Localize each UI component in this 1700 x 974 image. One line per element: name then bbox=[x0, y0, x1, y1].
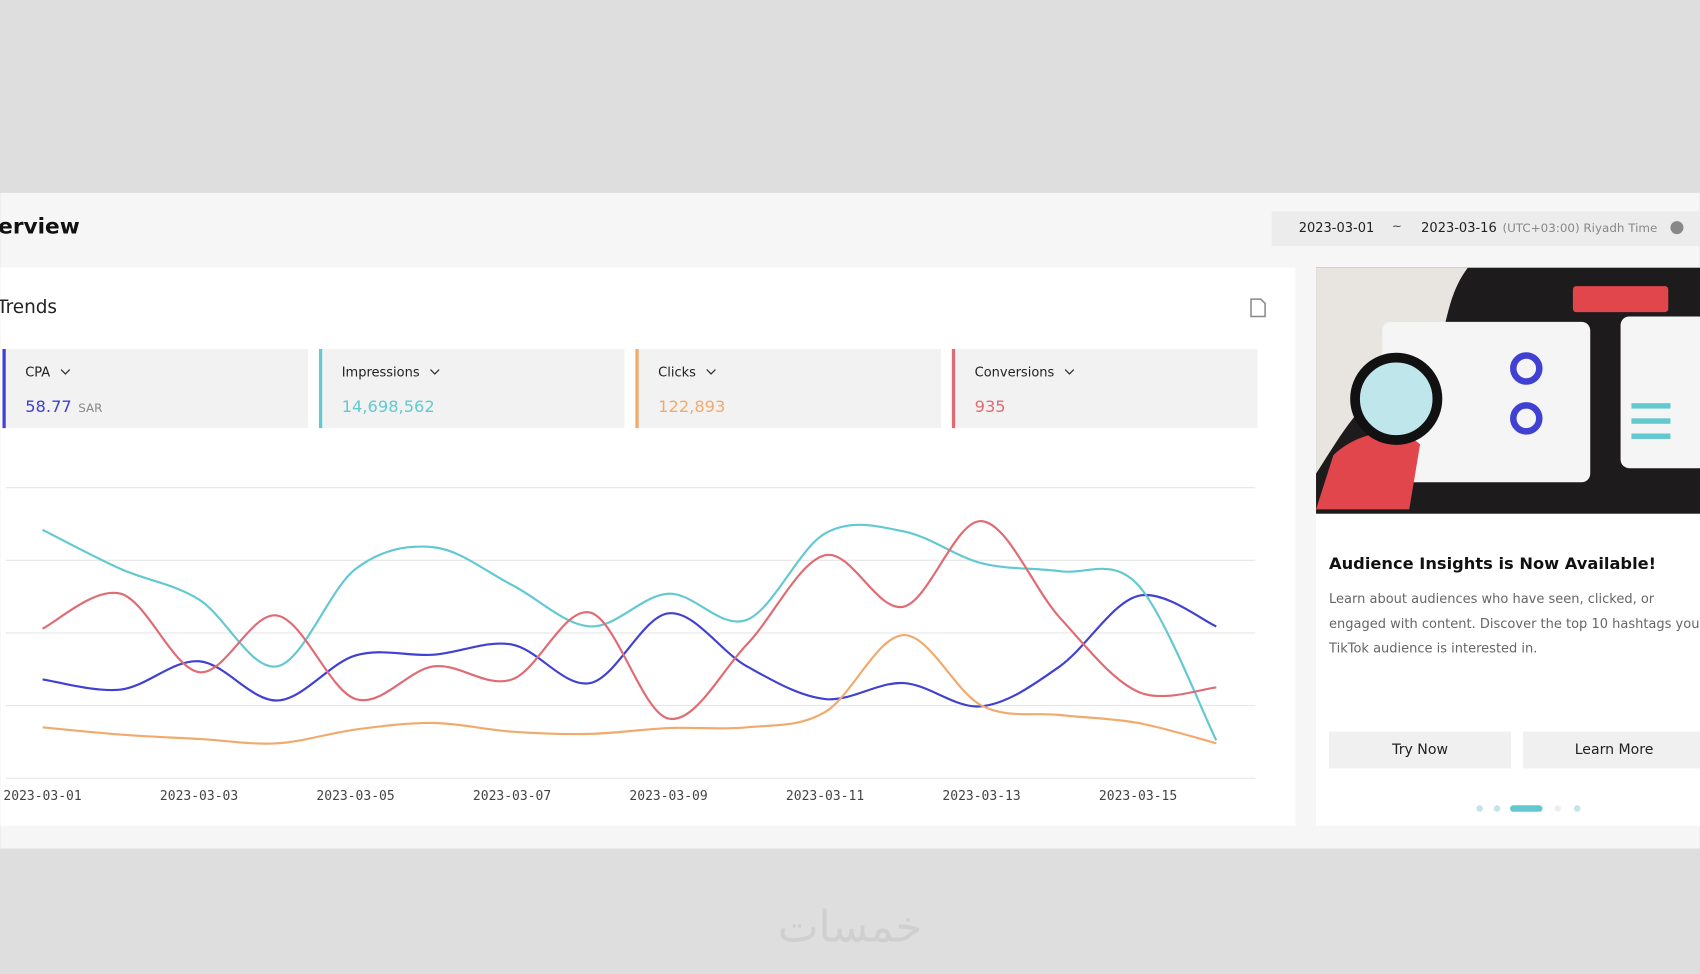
illustration-screen bbox=[1620, 316, 1700, 469]
button-label: Learn More bbox=[1575, 742, 1654, 758]
promo-body: Learn about audiences who have seen, cli… bbox=[1329, 592, 1655, 607]
x-tick-label: 2023-03-13 bbox=[942, 789, 1020, 804]
date-separator: ~ bbox=[1392, 219, 1402, 233]
illustration-tag bbox=[1572, 286, 1669, 313]
dropdown-icon bbox=[1064, 369, 1075, 375]
promo-body: TikTok audience is interested in. bbox=[1328, 642, 1537, 657]
metric-card[interactable] bbox=[951, 348, 1258, 429]
metric-name: Clicks bbox=[658, 365, 696, 380]
metric-card[interactable] bbox=[2, 348, 309, 429]
series-line bbox=[42, 593, 1217, 708]
dropdown-icon bbox=[706, 369, 716, 375]
date-start: 2023-03-01 bbox=[1299, 221, 1375, 236]
metric-card-accent bbox=[951, 348, 956, 429]
help-icon[interactable] bbox=[1670, 221, 1684, 235]
dropdown-icon bbox=[430, 369, 440, 375]
metric-value: 122,893 bbox=[658, 397, 725, 416]
promo-title: Audience Insights is Now Available! bbox=[1329, 554, 1656, 573]
date-end: 2023-03-16 bbox=[1421, 221, 1497, 236]
watermark: خمسات bbox=[778, 902, 923, 952]
date-picker[interactable] bbox=[1271, 211, 1700, 247]
timezone: (UTC+03:00) Riyadh Time bbox=[1502, 221, 1657, 235]
metric-name: CPA bbox=[25, 365, 50, 380]
x-tick-label: 2023-03-11 bbox=[786, 789, 864, 804]
metric-card-accent bbox=[635, 348, 639, 429]
x-tick-label: 2023-03-05 bbox=[316, 789, 394, 804]
illustration-donut bbox=[1510, 402, 1543, 435]
illustration-donut bbox=[1510, 352, 1543, 385]
dropdown-icon bbox=[60, 369, 71, 375]
trends-title: Trends bbox=[0, 297, 57, 318]
metric-card-accent bbox=[318, 348, 323, 429]
metric-unit: SAR bbox=[78, 401, 102, 415]
metric-card[interactable] bbox=[635, 348, 942, 429]
x-tick-label: 2023-03-01 bbox=[3, 789, 81, 804]
x-tick-label: 2023-03-09 bbox=[629, 789, 707, 804]
series-line bbox=[42, 634, 1217, 745]
x-tick-label: 2023-03-03 bbox=[160, 789, 238, 804]
x-tick-label: 2023-03-07 bbox=[473, 789, 551, 804]
series-line bbox=[42, 523, 1218, 741]
metric-value: 58.77 bbox=[25, 397, 72, 416]
learn-more-button[interactable] bbox=[1523, 731, 1700, 769]
metric-value: 14,698,562 bbox=[342, 397, 435, 416]
illustration-magnifier bbox=[1350, 352, 1443, 445]
export-icon[interactable] bbox=[1250, 298, 1266, 318]
metric-value: 935 bbox=[975, 397, 1006, 416]
metric-name: Conversions bbox=[975, 365, 1055, 380]
x-tick-label: 2023-03-15 bbox=[1099, 789, 1177, 804]
page-title: erview bbox=[0, 215, 80, 240]
promo-body: engaged with content. Discover the top 1… bbox=[1329, 617, 1700, 632]
series-line bbox=[42, 520, 1217, 720]
illustration-hand bbox=[1316, 432, 1421, 510]
button-label: Try Now bbox=[1391, 742, 1448, 758]
metric-card-accent bbox=[2, 348, 6, 429]
metric-card[interactable] bbox=[318, 348, 625, 429]
carousel-dots bbox=[1476, 805, 1581, 812]
try-now-button[interactable] bbox=[1329, 731, 1512, 769]
metric-name: Impressions bbox=[342, 365, 420, 380]
